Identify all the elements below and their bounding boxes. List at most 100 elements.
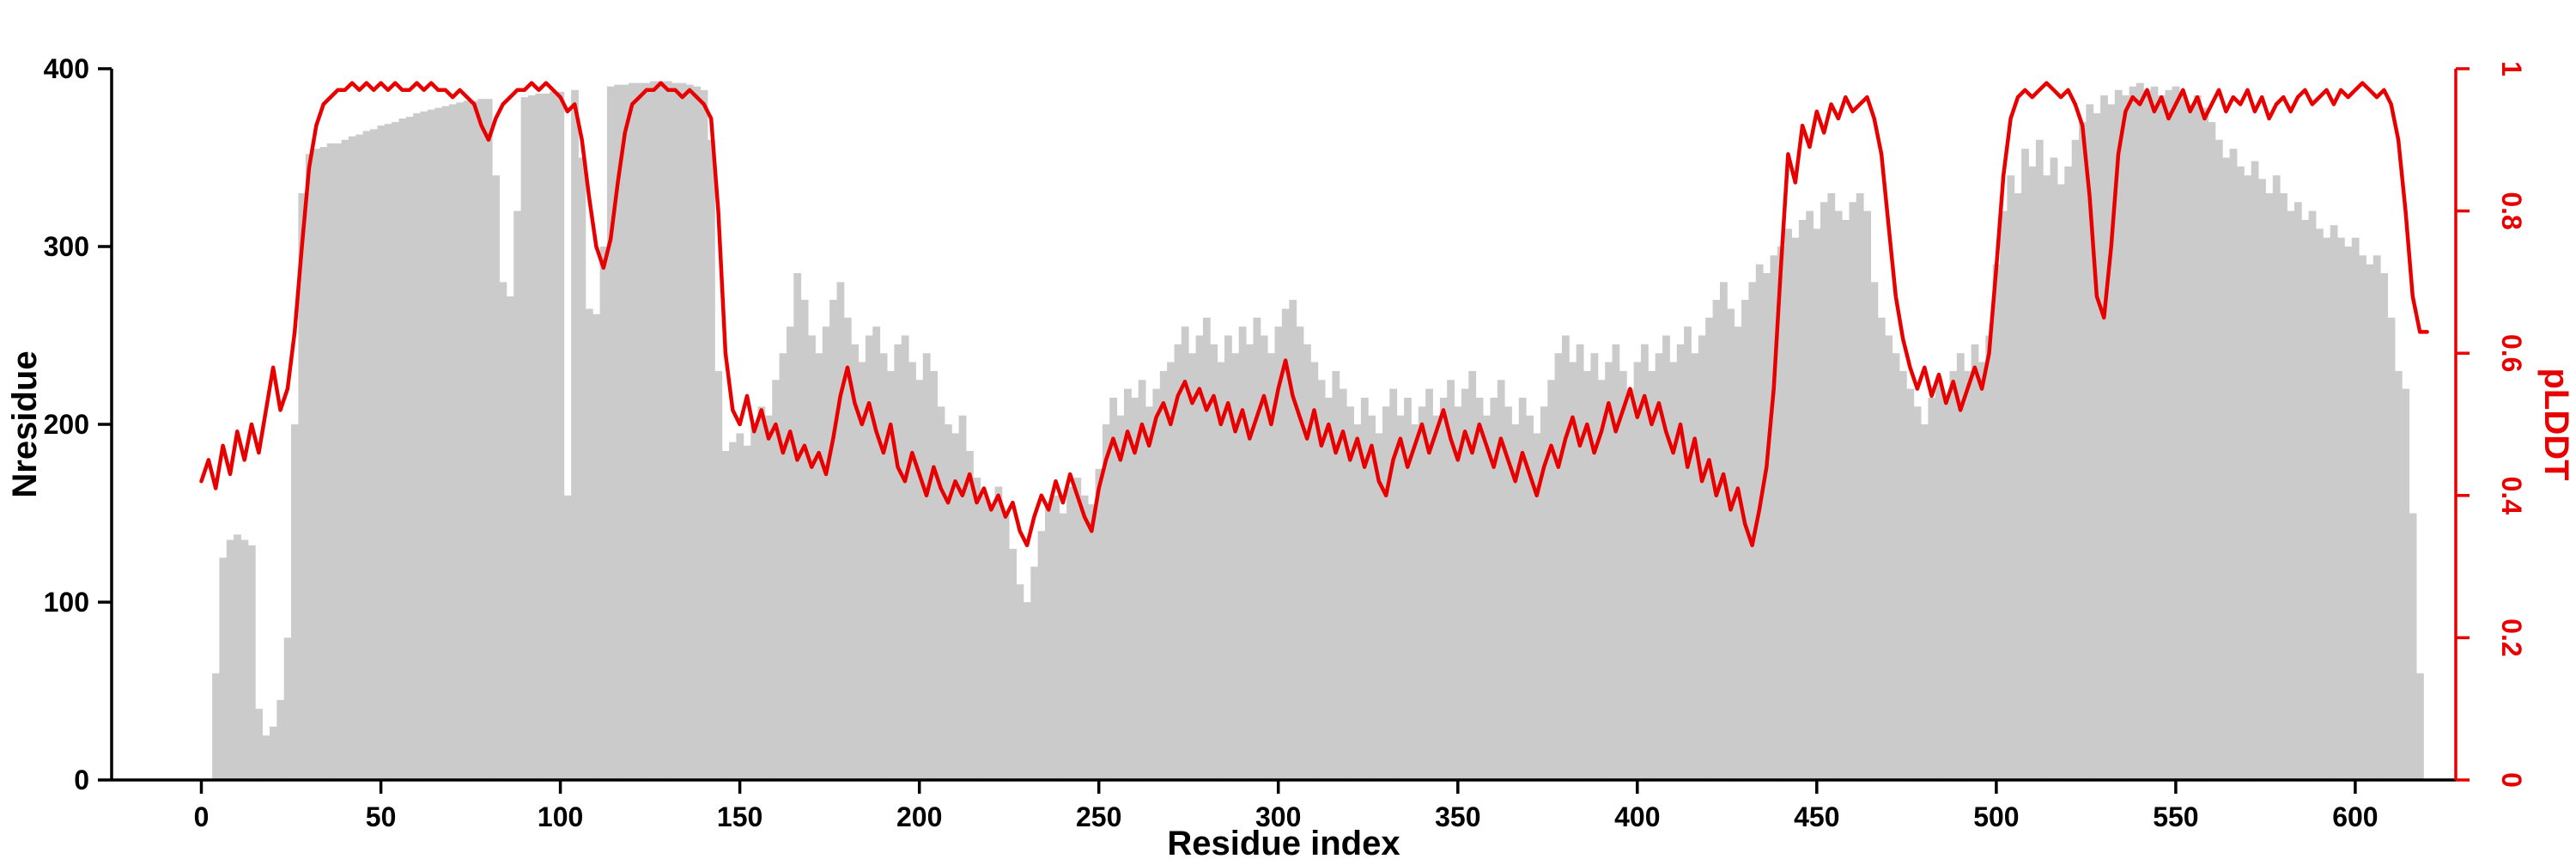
nresidue-bar [664,81,672,780]
nresidue-bar [1935,380,1943,781]
nresidue-bar [2366,264,2374,780]
nresidue-bar [1281,308,1290,780]
nresidue-bar [1303,344,1311,780]
nresidue-bar [2265,192,2274,780]
nresidue-bar [700,89,708,781]
nresidue-bar [326,143,335,780]
nresidue-bar [1777,247,1785,780]
nresidue-bar [1418,406,1426,780]
nresidue-bar [2179,95,2187,780]
nresidue-bar [2043,175,2050,780]
nresidue-bar [1705,317,1713,780]
nresidue-bar [1045,504,1053,780]
nresidue-bar [599,247,608,780]
nresidue-bar [1404,398,1412,780]
nresidue-bar [2359,255,2366,780]
nresidue-bar [1540,406,1548,780]
nresidue-bar [650,81,658,780]
nresidue-bar [1971,344,1979,780]
nresidue-bar [1691,353,1699,780]
nresidue-bar [1490,398,1498,780]
nresidue-bar [2093,113,2101,781]
nresidue-bar [1849,202,1857,781]
nresidue-bar [887,370,895,780]
nresidue-bar [1590,353,1599,780]
nresidue-bar [1684,326,1692,780]
nresidue-bar [973,478,981,780]
nresidue-bar [937,406,945,780]
nresidue-bar [2100,95,2108,780]
nresidue-bar [1016,584,1024,780]
x-tick-label: 600 [2332,801,2378,832]
nresidue-bar [915,380,924,781]
nresidue-bar [872,326,881,780]
nresidue-bar [1073,478,1082,780]
nresidue-bar [1712,300,1721,781]
nresidue-bar [1159,370,1168,780]
nresidue-bar [1368,415,1376,780]
x-tick-label: 150 [717,801,762,832]
nresidue-bar [1648,370,1656,780]
nresidue-bar [1913,406,1922,780]
y-left-tick-label: 0 [74,765,89,795]
nresidue-bar [843,317,852,780]
nresidue-bar [535,94,544,780]
nresidue-bar [729,442,737,780]
nresidue-bar [1720,282,1728,780]
nresidue-bar [635,82,644,781]
nresidue-bar [930,370,938,780]
nresidue-bar [384,124,392,780]
nresidue-bar [471,101,478,781]
nresidue-bar [513,210,521,781]
nresidue-bar [1619,370,1627,780]
nresidue-bar [1066,486,1074,780]
nresidue-bar [1518,398,1527,780]
nresidue-bar [298,192,307,780]
nresidue-bar [1059,513,1067,780]
nresidue-bar [1877,317,1886,780]
nresidue-bar [2287,210,2295,781]
nresidue-bar [1985,335,1994,780]
nresidue-bar [1116,415,1125,780]
nresidue-bar [606,86,615,780]
nresidue-bar [2114,89,2123,781]
nresidue-bar [1124,388,1132,780]
nresidue-bar [2372,255,2381,780]
nresidue-bar [528,95,536,780]
nresidue-bar [2244,175,2252,780]
nresidue-bar [212,673,220,780]
nresidue-bar [1978,362,1986,780]
nresidue-bar [234,534,241,780]
nresidue-bar [1964,370,1971,780]
nresidue-bar [685,84,694,781]
nresidue-bar [2050,157,2058,780]
nresidue-bar [1224,335,1232,780]
nresidue-bar [1037,531,1046,780]
plddt-line [199,81,2429,548]
nresidue-bar [1504,406,1512,780]
x-tick-label: 400 [1614,801,1660,832]
nresidue-bar [1382,406,1390,780]
nresidue-bar [2136,82,2144,781]
nresidue-bar [1188,353,1196,780]
nresidue-bar [1676,344,1685,780]
nresidue-bar [1167,362,1175,780]
nresidue-bar [219,557,228,781]
nresidue-bar [750,424,758,780]
nresidue-bar [1856,192,1864,780]
nresidue-bar [283,637,292,780]
nresidue-bar [1310,362,1319,780]
nresidue-bar [708,139,715,781]
nresidue-bar [2387,317,2396,780]
nresidue-bar [621,84,629,781]
x-tick-label: 500 [1973,801,2019,832]
nresidue-bar [1052,495,1060,780]
nresidue-bar [1317,380,1326,781]
nresidue-bar [355,134,364,781]
nresidue-bar [1834,210,1843,781]
nresidue-bar [1009,548,1017,780]
nresidue-bar [449,104,457,780]
nresidue-bar [1806,210,1814,781]
nresidue-bar [951,433,960,780]
